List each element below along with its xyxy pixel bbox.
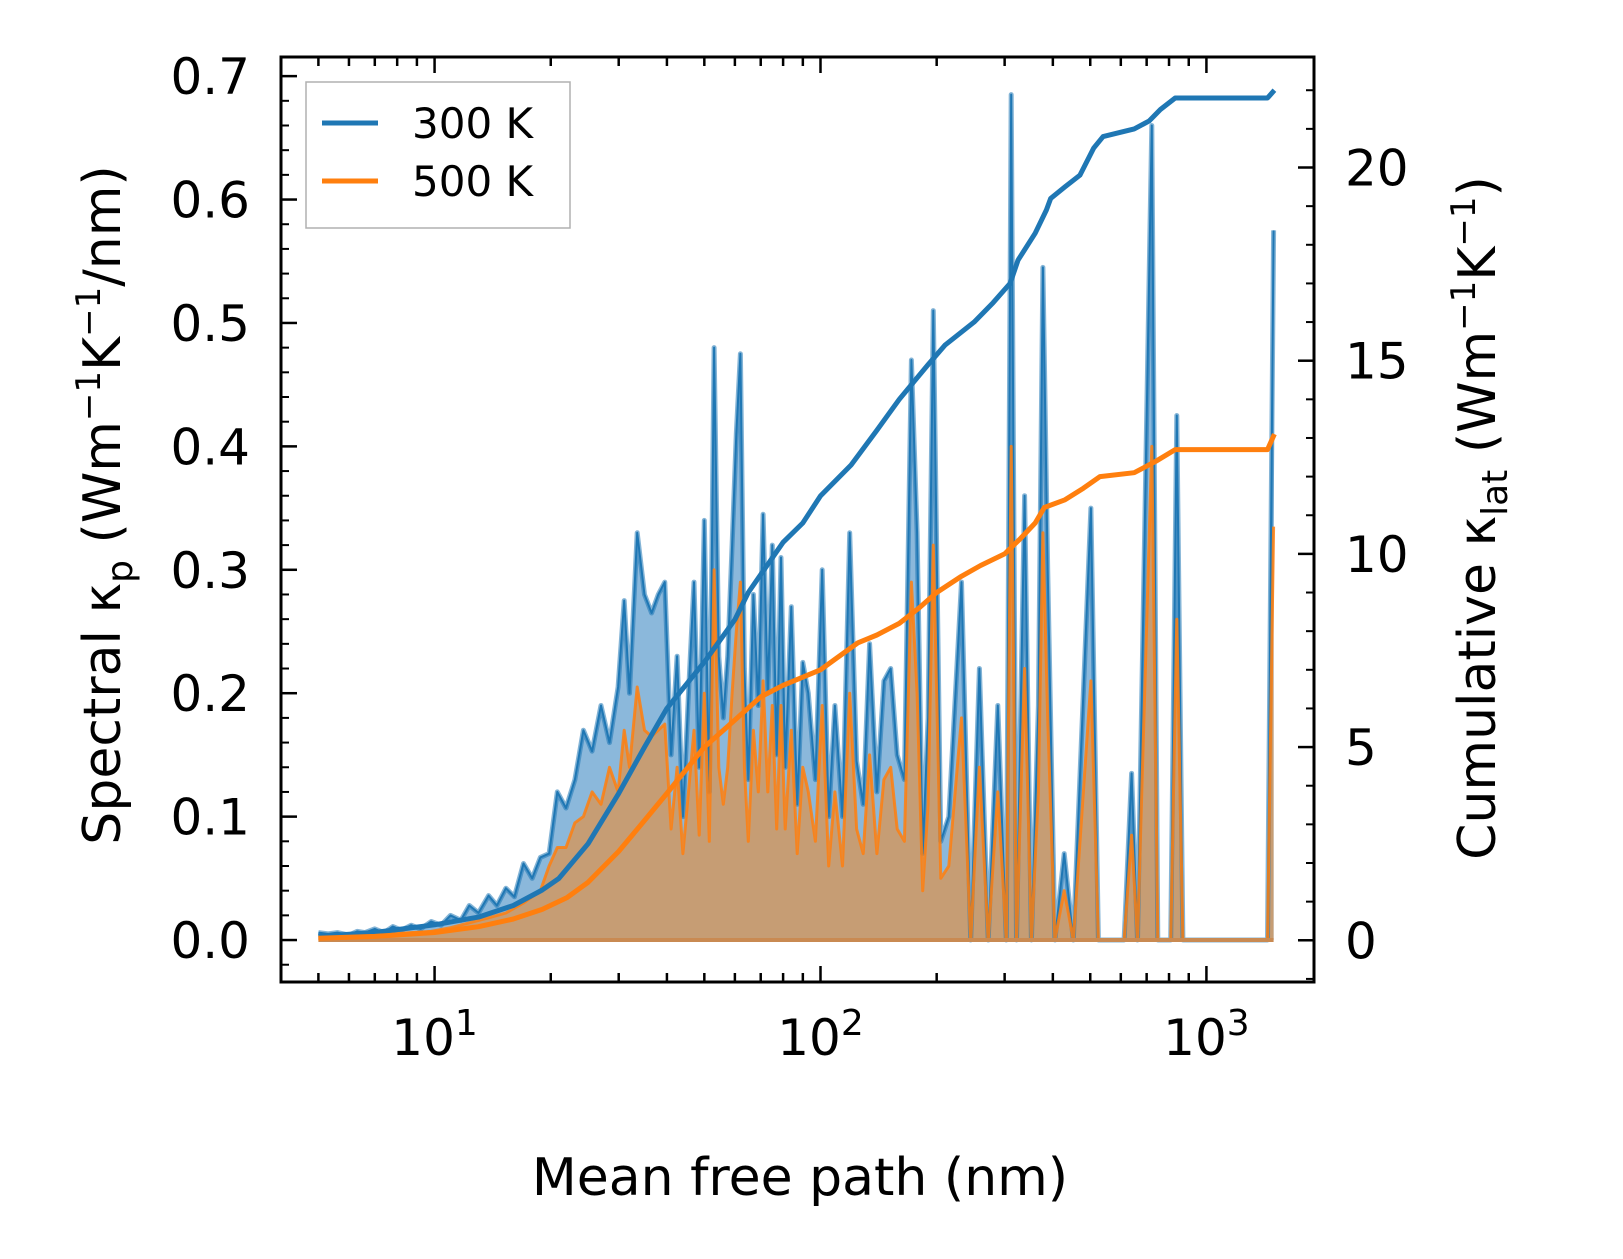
y-right-title-sup2: −1 bbox=[1444, 196, 1484, 246]
legend: 300 K 500 K bbox=[305, 81, 571, 229]
y-right-tick-label: 5 bbox=[1345, 719, 1377, 777]
y-left-tick-label: 0.5 bbox=[170, 295, 250, 353]
y-right-title-tail: ) bbox=[1448, 176, 1508, 196]
line-300k-spectral bbox=[318, 93, 1275, 941]
y-right-title-sup1: −1 bbox=[1444, 281, 1484, 331]
y-right-tick-label: 10 bbox=[1345, 526, 1409, 584]
y-left-tick-label: 0.7 bbox=[170, 48, 250, 106]
y-left-title-unit: (Wm bbox=[73, 421, 133, 560]
y-left-title-tail: /nm) bbox=[73, 165, 133, 286]
y-right-title-main: Cumulative κ bbox=[1448, 516, 1508, 860]
y-left-title-k: K bbox=[73, 335, 133, 371]
y-right-tick-label: 15 bbox=[1345, 333, 1409, 391]
y-left-tick-label: 0.2 bbox=[170, 665, 250, 723]
x-tick-label: 101 bbox=[391, 1003, 478, 1067]
y-right-tick-label: 0 bbox=[1345, 912, 1377, 970]
line-300k-cumulative bbox=[318, 88, 1277, 939]
y-right-title-k: K bbox=[1448, 245, 1508, 281]
legend-label-300k: 300 K bbox=[412, 99, 535, 148]
y-left-title-sup1: −1 bbox=[69, 371, 109, 421]
y-left-title-main: Spectral κ bbox=[73, 583, 133, 845]
x-tick-label: 102 bbox=[777, 1003, 864, 1067]
line-500k-cumulative bbox=[318, 433, 1277, 941]
y-axis-right-title: Cumulative κlat (Wm−1K−1) bbox=[1444, 176, 1516, 860]
y-right-title-sub: lat bbox=[1475, 470, 1516, 516]
y-left-tick-label: 0.4 bbox=[170, 418, 250, 476]
y-axis-left-title: Spectral κp (Wm−1K−1/nm) bbox=[69, 165, 141, 844]
y-right-title-unit: (Wm bbox=[1448, 331, 1508, 470]
y-left-tick-label: 0.1 bbox=[170, 789, 250, 847]
x-axis-title: Mean free path (nm) bbox=[532, 1148, 1068, 1208]
y-left-tick-label: 0.6 bbox=[170, 172, 250, 230]
y-left-tick-label: 0.0 bbox=[170, 912, 250, 970]
y-left-title-sub: p bbox=[100, 560, 141, 583]
y-left-tick-label: 0.3 bbox=[170, 542, 250, 600]
line-500k-spectral bbox=[318, 444, 1276, 942]
legend-box bbox=[305, 81, 571, 229]
y-left-title-sup2: −1 bbox=[69, 287, 109, 337]
legend-label-500k: 500 K bbox=[412, 157, 535, 206]
y-right-tick-label: 20 bbox=[1345, 140, 1409, 198]
plot-area bbox=[318, 88, 1277, 943]
axes: 101 102 103 0.0 0.1 0.2 0.3 0.4 0.5 0.6 0.7 0 5 10 15 2… bbox=[170, 48, 1408, 1067]
x-tick-label: 103 bbox=[1163, 1003, 1250, 1067]
